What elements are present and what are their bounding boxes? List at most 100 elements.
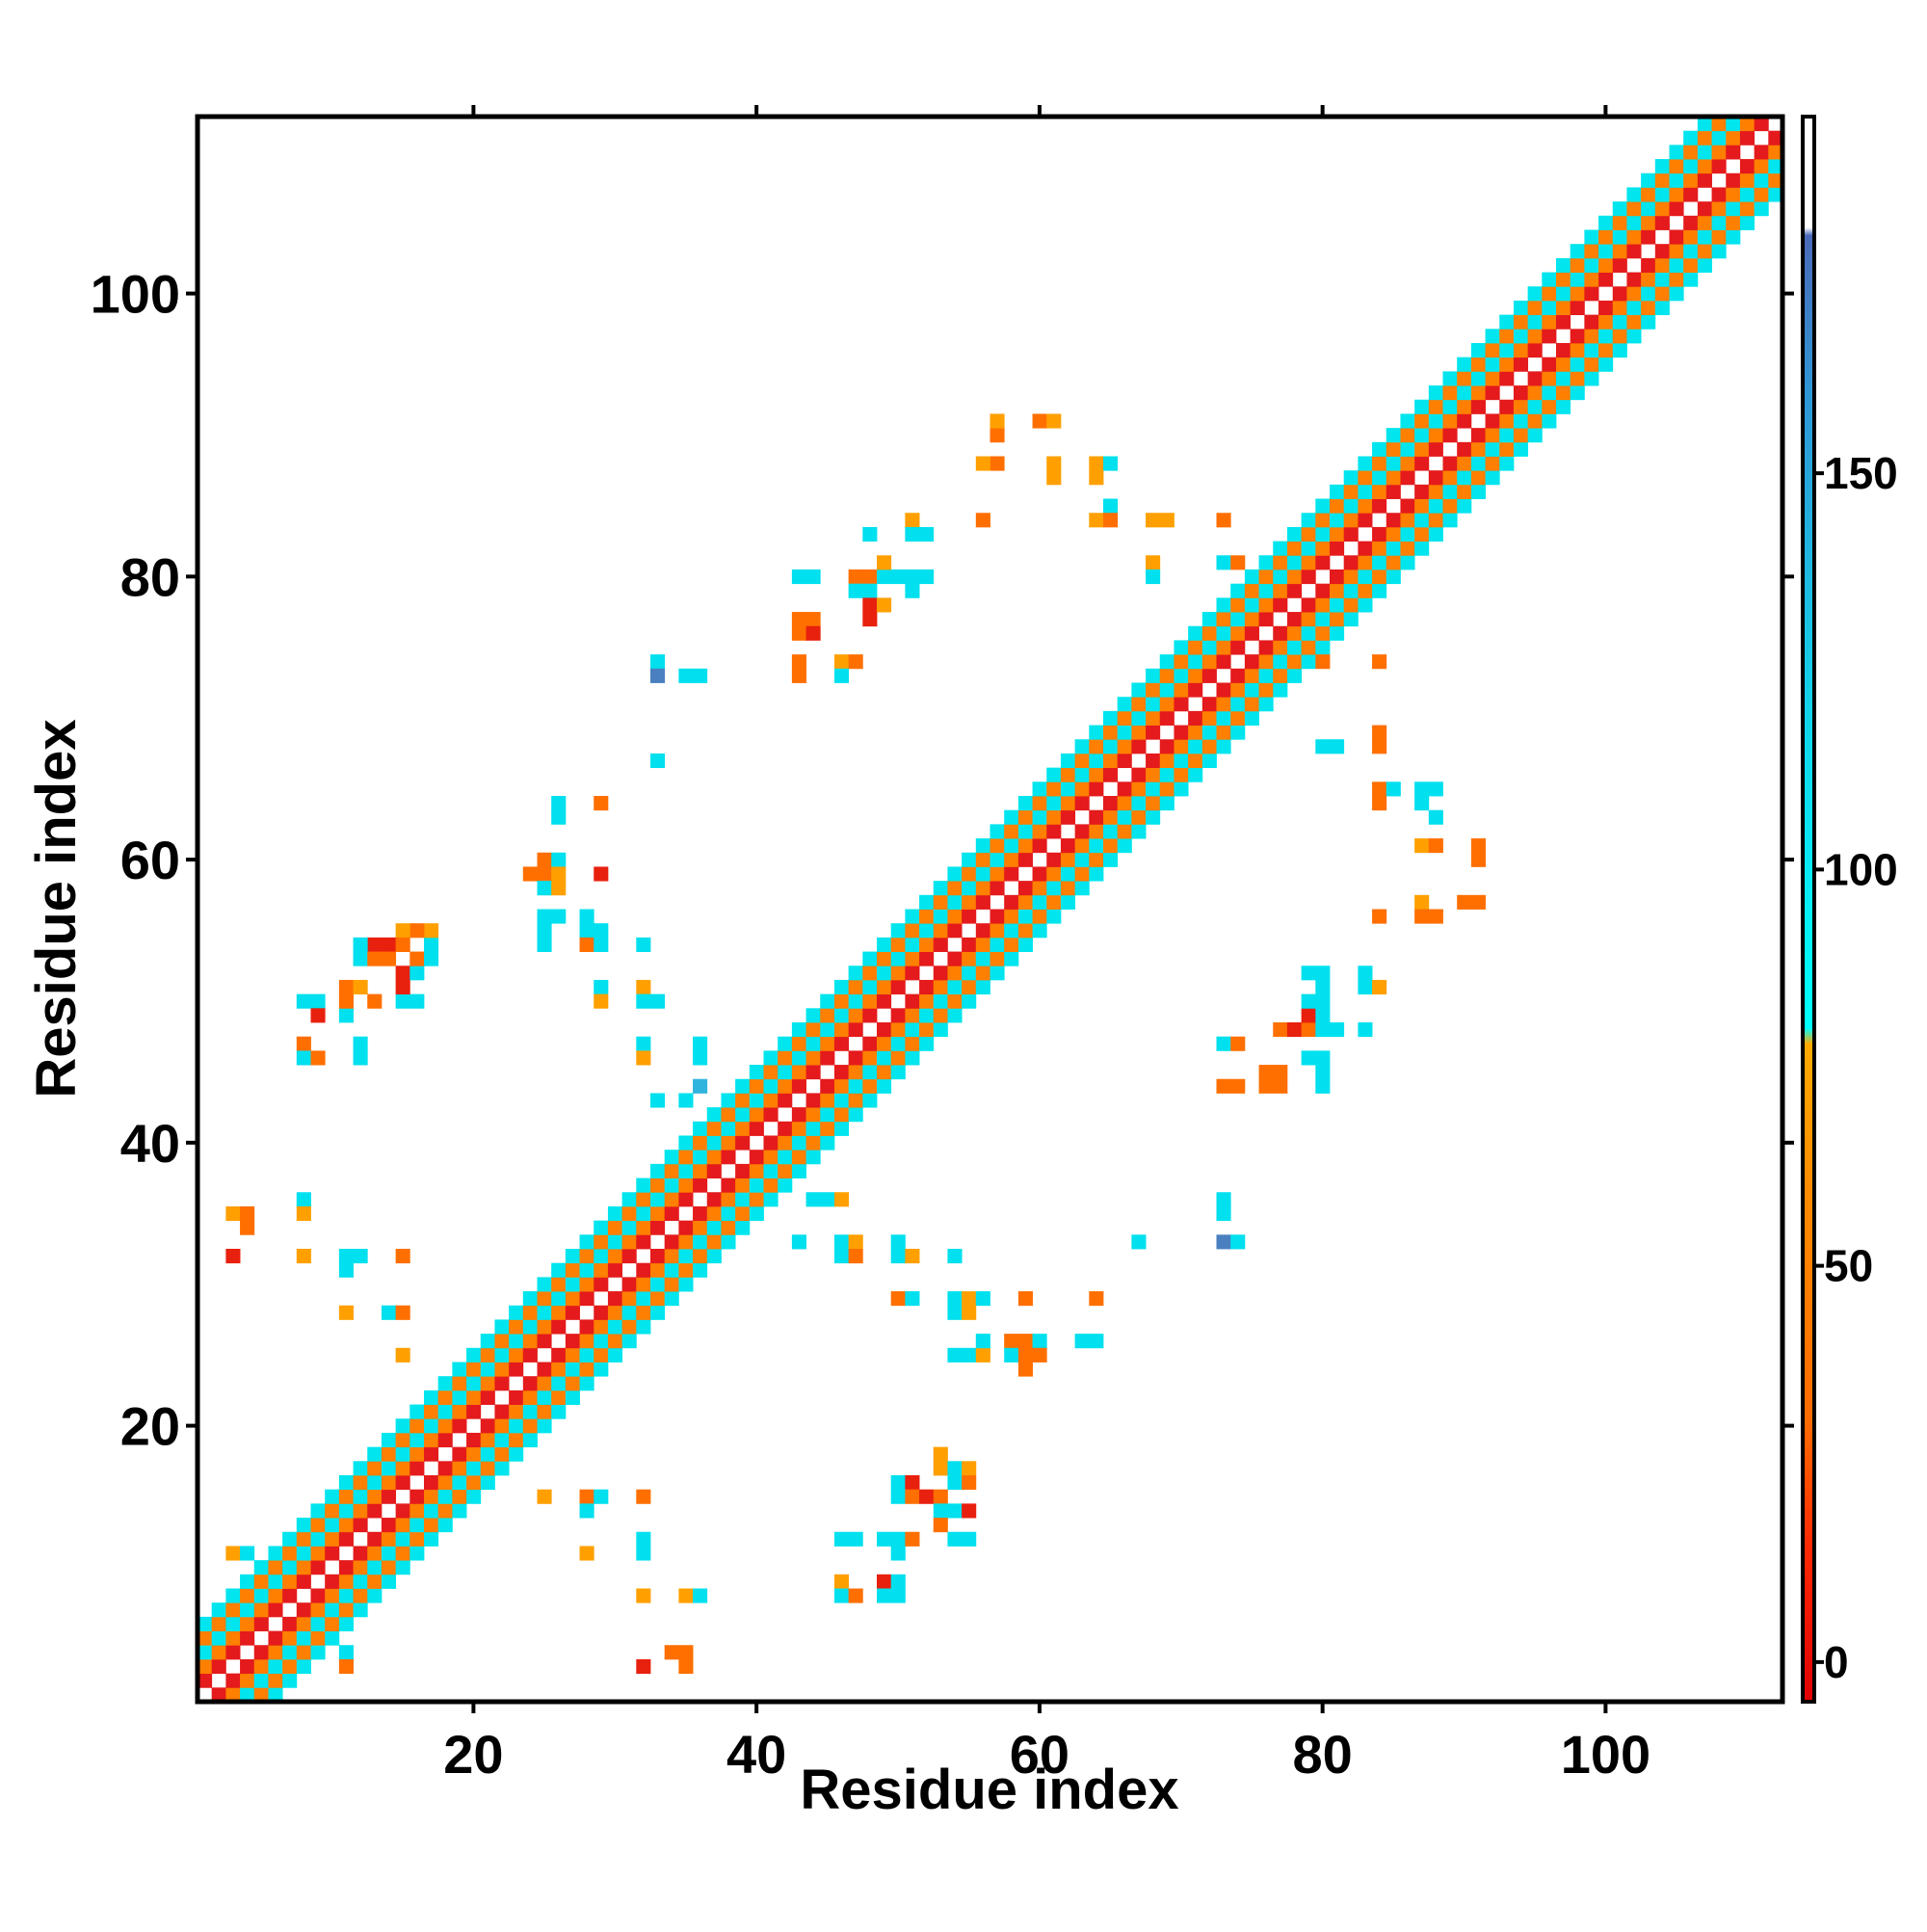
heatmap-cell [848,1093,863,1108]
heatmap-cell [1230,640,1246,655]
heatmap-cell [1159,668,1175,683]
heatmap-cell [1641,272,1656,287]
heatmap-cell [664,1205,679,1222]
heatmap-cell [225,1616,241,1631]
heatmap-cell [579,1489,594,1504]
heatmap-cell [1386,513,1401,528]
heatmap-cell [621,1249,637,1264]
heatmap-cell [975,866,990,882]
heatmap-cell [1386,541,1401,556]
heatmap-cell [890,923,906,939]
heatmap-cell [268,1588,283,1603]
heatmap-cell [1372,654,1387,670]
heatmap-cell [1060,781,1076,797]
heatmap-cell [749,1205,764,1222]
heatmap-cell [848,1078,863,1094]
heatmap-cell [990,881,1005,896]
heatmap-cell [636,1531,651,1547]
heatmap-cell [947,993,963,1009]
heatmap-cell [778,1093,793,1108]
heatmap-cell [1146,682,1161,698]
heatmap-cell [537,1305,552,1320]
heatmap-cell [338,1503,354,1519]
heatmap-cell [1343,526,1359,543]
heatmap-cell [848,966,863,981]
heatmap-cell [296,1630,311,1646]
heatmap-cell [763,1150,779,1165]
y-tick-label: 80 [120,546,180,607]
heatmap-cell [1641,172,1656,188]
heatmap-cell [1216,1078,1231,1094]
heatmap-cell [664,1150,679,1165]
heatmap-cell [678,668,694,683]
heatmap-cell [1457,441,1472,457]
heatmap-cell [395,966,410,981]
heatmap-cell [1244,625,1259,641]
heatmap-cell [1273,1065,1288,1080]
heatmap-cell [1598,329,1614,344]
heatmap-cell [650,1093,666,1108]
heatmap-cell [1457,413,1472,429]
heatmap-cell [1669,272,1684,287]
heatmap-cell [607,1205,623,1222]
heatmap-cell [805,1107,821,1123]
heatmap-cell [990,852,1005,867]
heatmap-cell [1315,654,1331,670]
heatmap-cell [296,1645,311,1660]
heatmap-cell [381,1489,397,1504]
heatmap-cell [664,1249,679,1264]
heatmap-cell [1358,966,1373,981]
heatmap-cell [198,1616,213,1631]
heatmap-cell [1017,809,1033,825]
heatmap-cell [395,1249,410,1264]
heatmap-cell [537,1418,552,1434]
heatmap-cell [791,569,806,585]
heatmap-cell [1315,597,1331,613]
heatmap-cell [890,1291,906,1307]
heatmap-cell [409,1446,425,1462]
heatmap-cell [1201,710,1217,726]
heatmap-cell [551,1291,567,1307]
heatmap-cell [480,1376,495,1391]
heatmap-cell [282,1630,298,1646]
heatmap-cell [1457,894,1472,910]
heatmap-cell [1046,894,1062,910]
heatmap-cell [1286,640,1303,655]
heatmap-cell [452,1404,467,1419]
x-tick-label: 20 [443,1724,503,1785]
heatmap-cell [1074,781,1090,797]
heatmap-cell [353,1588,368,1603]
heatmap-cell [268,1673,283,1688]
heatmap-cell [1216,612,1231,627]
heatmap-cell [1726,187,1741,202]
heatmap-cell [1060,767,1076,782]
heatmap-cell [325,1616,340,1631]
heatmap-cell [1017,1362,1033,1377]
heatmap-cell [1315,1022,1331,1038]
heatmap-cell [1286,625,1303,641]
heatmap-cell [367,1560,383,1575]
heatmap-cell [537,923,552,939]
heatmap-cell [664,1178,679,1193]
heatmap-cell [749,1065,764,1080]
heatmap-cell [268,1602,283,1618]
heatmap-cell [833,1234,850,1250]
heatmap-cell [778,1150,793,1165]
heatmap-cell [848,1050,863,1066]
heatmap-cell [1470,484,1486,499]
heatmap-cell [1258,640,1274,655]
heatmap-cell [409,993,425,1009]
heatmap-cell [565,1362,580,1377]
heatmap-cell [296,1249,311,1264]
heatmap-cell [1598,272,1614,287]
heatmap-cell [1330,513,1345,528]
heatmap-cell [1372,739,1387,754]
heatmap-cell [735,1178,751,1193]
heatmap-cell [706,1150,722,1165]
heatmap-cell [820,1036,835,1051]
heatmap-cell [621,1234,637,1250]
heatmap-cell [1372,484,1387,499]
heatmap-cell [353,979,368,995]
heatmap-cell [296,1192,311,1207]
heatmap-cell [1768,159,1783,174]
